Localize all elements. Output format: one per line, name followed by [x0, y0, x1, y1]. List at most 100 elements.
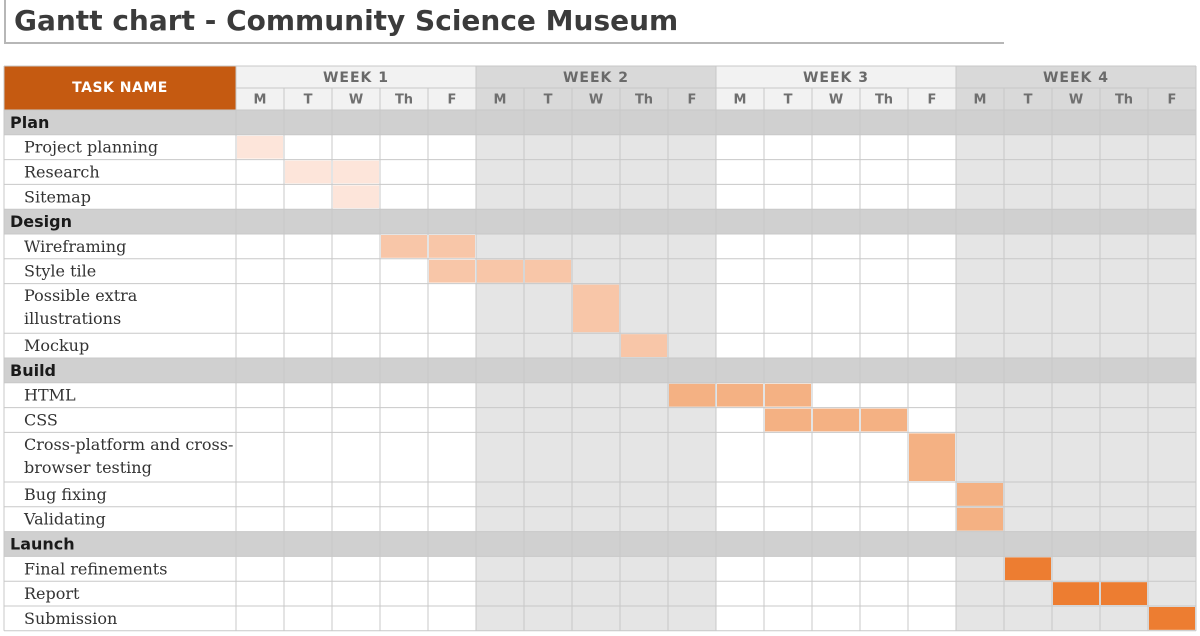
- day-header-label: Th: [875, 93, 893, 108]
- day-cell: [236, 432, 284, 482]
- day-cell: [716, 556, 764, 582]
- section-label: Launch: [10, 535, 75, 554]
- day-cell: [380, 407, 428, 433]
- day-cell: [380, 581, 428, 606]
- task-bar-cell: [765, 383, 811, 407]
- day-header-cell: [284, 88, 332, 110]
- day-cell: [620, 283, 668, 334]
- day-cell: [812, 258, 860, 284]
- day-cell: [428, 184, 476, 210]
- day-cell: [284, 234, 332, 259]
- day-cell: [476, 432, 524, 482]
- day-cell: [1100, 407, 1148, 433]
- day-cell: [476, 506, 524, 532]
- day-cell: [428, 556, 476, 582]
- task-bar-cell: [909, 433, 955, 481]
- day-cell: [620, 556, 668, 582]
- day-cell: [284, 382, 332, 408]
- day-header-cell: [956, 88, 1004, 110]
- day-header-cell: [812, 88, 860, 110]
- task-bar-cell: [333, 185, 379, 209]
- day-cell: [1052, 333, 1100, 358]
- task-name-header-cell: [4, 66, 236, 110]
- day-cell: [284, 482, 332, 507]
- day-cell: [620, 134, 668, 160]
- day-cell: [1004, 382, 1052, 408]
- day-cell: [428, 283, 476, 334]
- day-cell: [1004, 432, 1052, 482]
- day-cell: [332, 283, 380, 334]
- day-cell: [476, 382, 524, 408]
- day-cell: [956, 159, 1004, 185]
- day-cell: [284, 506, 332, 532]
- day-header-label: Th: [395, 93, 413, 108]
- day-cell: [716, 234, 764, 259]
- day-cell: [332, 407, 380, 433]
- day-cell: [956, 432, 1004, 482]
- day-cell: [1100, 234, 1148, 259]
- day-cell: [764, 556, 812, 582]
- day-cell: [620, 432, 668, 482]
- task-bar-cell: [477, 259, 523, 283]
- day-cell: [908, 581, 956, 606]
- day-cell: [380, 283, 428, 334]
- day-cell: [1148, 159, 1196, 185]
- day-cell: [284, 333, 332, 358]
- day-cell: [380, 606, 428, 631]
- day-cell: [1004, 333, 1052, 358]
- day-cell: [812, 184, 860, 210]
- title-block: Gantt chart - Community Science Museum: [4, 0, 1004, 44]
- day-cell: [860, 184, 908, 210]
- day-cell: [380, 184, 428, 210]
- task-bar-cell: [957, 507, 1003, 531]
- day-cell: [1004, 234, 1052, 259]
- day-cell: [380, 506, 428, 532]
- task-label: Final refinements: [24, 559, 167, 578]
- day-cell: [956, 407, 1004, 433]
- day-cell: [1100, 258, 1148, 284]
- day-cell: [860, 506, 908, 532]
- day-header-label: F: [688, 93, 697, 108]
- day-cell: [524, 556, 572, 582]
- day-cell: [812, 283, 860, 334]
- day-cell: [380, 382, 428, 408]
- day-cell: [908, 333, 956, 358]
- day-cell: [716, 407, 764, 433]
- day-cell: [668, 606, 716, 631]
- task-label: Bug fixing: [24, 485, 107, 504]
- day-cell: [860, 581, 908, 606]
- day-cell: [1004, 606, 1052, 631]
- day-cell: [956, 184, 1004, 210]
- day-cell: [572, 407, 620, 433]
- day-cell: [1100, 333, 1148, 358]
- day-cell: [572, 333, 620, 358]
- day-cell: [1004, 258, 1052, 284]
- day-cell: [668, 159, 716, 185]
- day-cell: [764, 159, 812, 185]
- day-cell: [572, 432, 620, 482]
- day-cell: [1004, 159, 1052, 185]
- day-cell: [1100, 134, 1148, 160]
- day-cell: [1052, 482, 1100, 507]
- day-header-cell: [332, 88, 380, 110]
- day-cell: [668, 283, 716, 334]
- day-cell: [524, 134, 572, 160]
- week-header-cell: [236, 66, 476, 88]
- week-header-label: WEEK 4: [1043, 70, 1109, 86]
- task-bar-cell: [813, 408, 859, 432]
- week-header-cell: [716, 66, 956, 88]
- day-cell: [1052, 382, 1100, 408]
- day-cell: [860, 606, 908, 631]
- day-cell: [428, 333, 476, 358]
- day-cell: [476, 556, 524, 582]
- task-label-line: browser testing: [24, 458, 152, 477]
- day-cell: [524, 184, 572, 210]
- section-label: Build: [10, 361, 56, 380]
- day-cell: [956, 556, 1004, 582]
- day-cell: [332, 234, 380, 259]
- day-cell: [860, 234, 908, 259]
- day-cell: [956, 258, 1004, 284]
- day-cell: [1148, 134, 1196, 160]
- task-bar-cell: [717, 383, 763, 407]
- day-cell: [668, 506, 716, 532]
